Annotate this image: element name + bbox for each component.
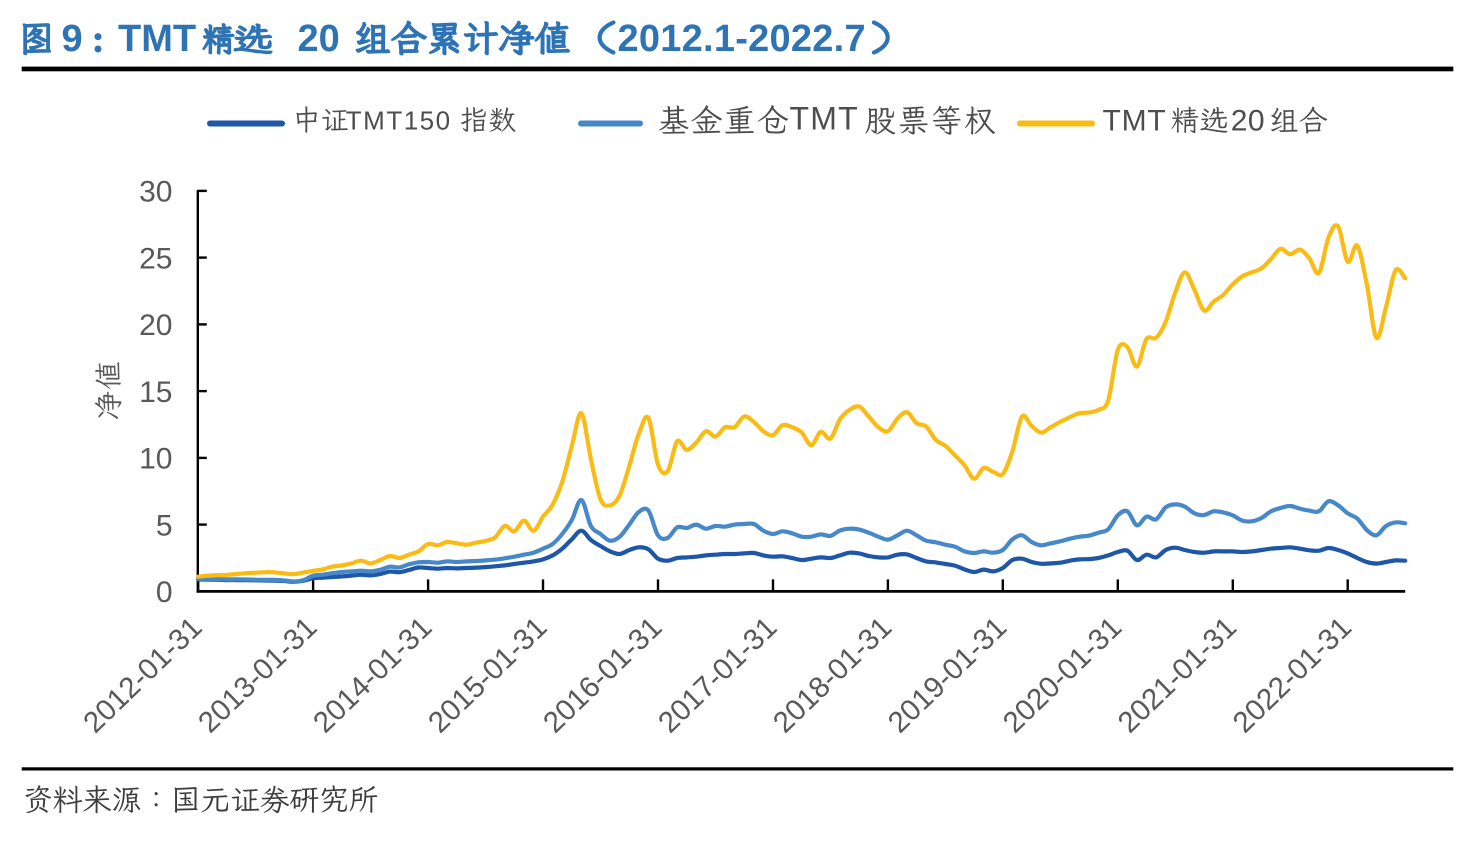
svg-text:TMT150: TMT150 (346, 106, 452, 136)
svg-text:15: 15 (139, 376, 172, 409)
svg-text:2012.1-2022.7: 2012.1-2022.7 (618, 18, 866, 60)
svg-text:TMT: TMT (790, 101, 859, 137)
svg-text:30: 30 (139, 176, 172, 209)
svg-text:TMT: TMT (1103, 105, 1167, 138)
svg-text:TMT: TMT (118, 18, 196, 60)
svg-text:9: 9 (62, 18, 83, 60)
svg-text:0: 0 (156, 576, 173, 609)
svg-text:20: 20 (298, 18, 340, 60)
svg-text:20: 20 (1231, 105, 1265, 138)
svg-text:20: 20 (139, 309, 172, 342)
svg-text:10: 10 (139, 443, 172, 476)
svg-text:25: 25 (139, 242, 172, 275)
svg-text:5: 5 (156, 509, 173, 542)
